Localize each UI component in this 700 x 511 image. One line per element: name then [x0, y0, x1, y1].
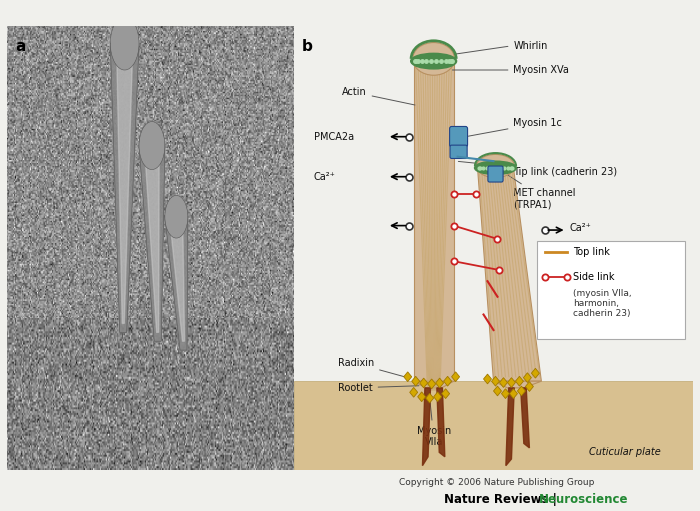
Text: a: a — [15, 39, 26, 54]
Polygon shape — [423, 388, 430, 466]
Text: Actin: Actin — [342, 87, 415, 105]
Polygon shape — [444, 376, 452, 386]
Polygon shape — [412, 376, 420, 386]
Polygon shape — [414, 61, 454, 381]
Polygon shape — [428, 379, 435, 389]
Text: Side link: Side link — [573, 272, 615, 282]
Polygon shape — [517, 386, 526, 396]
Polygon shape — [508, 378, 515, 387]
Ellipse shape — [165, 195, 188, 238]
Text: Ca²⁺: Ca²⁺ — [314, 172, 336, 182]
Text: MET channel
(TRPA1): MET channel (TRPA1) — [506, 174, 576, 210]
FancyBboxPatch shape — [538, 241, 685, 339]
Polygon shape — [452, 372, 460, 382]
Text: (myosin VIIa,
harmonin,
cadherin 23): (myosin VIIa, harmonin, cadherin 23) — [573, 289, 632, 318]
Polygon shape — [515, 376, 524, 386]
Polygon shape — [418, 392, 426, 402]
Ellipse shape — [411, 53, 456, 69]
Polygon shape — [420, 378, 428, 388]
Polygon shape — [484, 374, 491, 384]
Text: Copyright © 2006 Nature Publishing Group: Copyright © 2006 Nature Publishing Group — [399, 478, 595, 487]
Polygon shape — [491, 376, 500, 386]
Polygon shape — [506, 388, 514, 466]
Polygon shape — [494, 381, 541, 388]
Ellipse shape — [111, 17, 139, 70]
Text: PMCA2a: PMCA2a — [314, 132, 354, 142]
Polygon shape — [165, 217, 188, 350]
Polygon shape — [410, 387, 418, 397]
FancyBboxPatch shape — [450, 145, 467, 158]
Polygon shape — [426, 393, 434, 403]
Ellipse shape — [139, 122, 165, 170]
Polygon shape — [404, 372, 412, 382]
FancyBboxPatch shape — [449, 126, 468, 147]
Polygon shape — [524, 373, 531, 383]
Ellipse shape — [477, 154, 514, 178]
Polygon shape — [531, 368, 540, 378]
Polygon shape — [477, 168, 541, 381]
Polygon shape — [521, 388, 529, 448]
Text: b: b — [302, 39, 313, 54]
FancyBboxPatch shape — [488, 166, 503, 182]
Text: Tip link (cadherin 23): Tip link (cadherin 23) — [458, 161, 617, 177]
Text: Nature Reviews |: Nature Reviews | — [444, 493, 561, 506]
Text: Radixin: Radixin — [338, 358, 405, 377]
Polygon shape — [494, 386, 501, 396]
Polygon shape — [111, 43, 139, 332]
Polygon shape — [510, 389, 517, 399]
Polygon shape — [437, 388, 444, 457]
Bar — [294, 381, 693, 470]
Text: Whirlin: Whirlin — [440, 40, 548, 56]
Text: Myosin XVa: Myosin XVa — [452, 65, 569, 75]
Ellipse shape — [413, 42, 454, 75]
Polygon shape — [139, 146, 165, 341]
Polygon shape — [435, 378, 444, 388]
Text: Ca²⁺: Ca²⁺ — [569, 223, 591, 233]
Text: Top link: Top link — [573, 247, 610, 257]
Polygon shape — [500, 378, 507, 387]
Polygon shape — [501, 389, 510, 399]
Text: Myosin
VIIa: Myosin VIIa — [416, 401, 451, 447]
Text: Neuroscience: Neuroscience — [539, 493, 629, 506]
Polygon shape — [434, 392, 442, 402]
Polygon shape — [442, 389, 449, 399]
Text: Myosin 1c: Myosin 1c — [468, 119, 562, 136]
Text: Rootlet: Rootlet — [338, 383, 419, 393]
Polygon shape — [414, 381, 454, 388]
Polygon shape — [526, 382, 533, 391]
Polygon shape — [145, 150, 159, 332]
Polygon shape — [170, 221, 185, 341]
Ellipse shape — [475, 161, 517, 174]
Polygon shape — [117, 48, 133, 323]
Text: Cuticular plate: Cuticular plate — [589, 447, 661, 457]
